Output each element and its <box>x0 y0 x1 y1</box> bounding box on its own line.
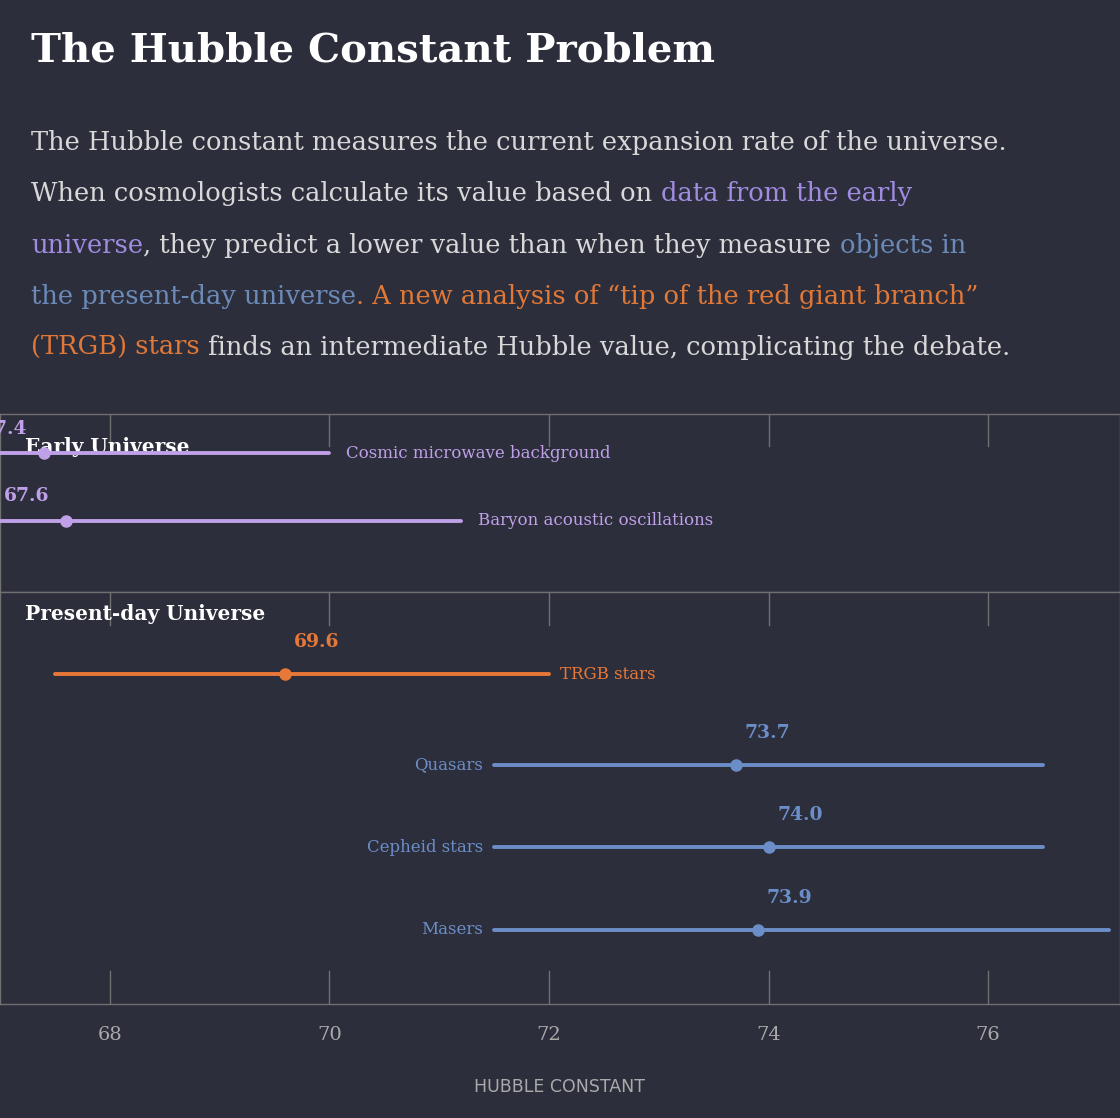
Text: HUBBLE CONSTANT: HUBBLE CONSTANT <box>475 1078 645 1096</box>
Text: 69.6: 69.6 <box>295 633 339 651</box>
Text: , they predict a lower value than when they measure: , they predict a lower value than when t… <box>143 233 840 257</box>
Text: 73.7: 73.7 <box>745 723 790 742</box>
Text: When cosmologists calculate its value based on: When cosmologists calculate its value ba… <box>31 181 661 207</box>
Text: Cosmic microwave background: Cosmic microwave background <box>346 445 610 462</box>
Text: . A new analysis of “tip of the red giant branch”: . A new analysis of “tip of the red gian… <box>356 284 979 309</box>
Text: Masers: Masers <box>421 921 483 938</box>
Text: 74.0: 74.0 <box>777 806 823 824</box>
Text: 76: 76 <box>976 1026 1000 1044</box>
Text: Early Universe: Early Universe <box>25 437 189 457</box>
Text: 67.6: 67.6 <box>3 487 49 505</box>
Text: The Hubble constant measures the current expansion rate of the universe.: The Hubble constant measures the current… <box>31 130 1007 155</box>
Text: finds an intermediate Hubble value, complicating the debate.: finds an intermediate Hubble value, comp… <box>200 335 1010 360</box>
Text: (TRGB) stars: (TRGB) stars <box>31 335 200 360</box>
Text: 67.4: 67.4 <box>0 419 28 438</box>
Text: universe: universe <box>31 233 143 257</box>
Text: 70: 70 <box>317 1026 342 1044</box>
Text: The Hubble Constant Problem: The Hubble Constant Problem <box>31 31 716 69</box>
Text: data from the early: data from the early <box>661 181 912 207</box>
Text: Baryon acoustic oscillations: Baryon acoustic oscillations <box>477 512 713 529</box>
Text: 68: 68 <box>97 1026 122 1044</box>
Text: 74: 74 <box>756 1026 781 1044</box>
Text: objects in: objects in <box>840 233 965 257</box>
Text: 72: 72 <box>536 1026 561 1044</box>
Text: TRGB stars: TRGB stars <box>560 665 655 683</box>
Text: 73.9: 73.9 <box>766 889 812 907</box>
Text: Quasars: Quasars <box>414 757 483 774</box>
Text: Present-day Universe: Present-day Universe <box>25 604 265 624</box>
Text: Cepheid stars: Cepheid stars <box>367 838 483 855</box>
Text: the present-day universe: the present-day universe <box>31 284 356 309</box>
